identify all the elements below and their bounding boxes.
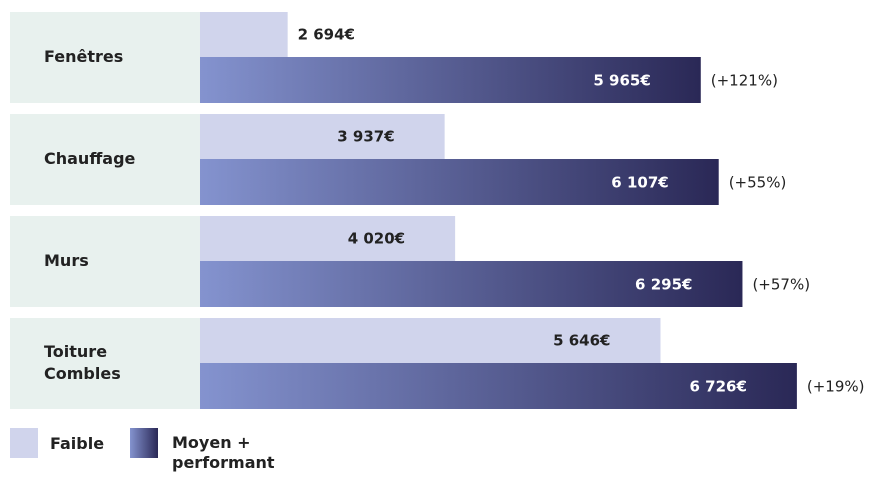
bar — [200, 159, 719, 205]
category-panel — [10, 318, 200, 409]
value-label: 5 965€ — [593, 72, 650, 90]
change-label: (+121%) — [711, 72, 778, 90]
change-label: (+55%) — [729, 174, 787, 192]
legend-swatch — [10, 428, 38, 458]
category-label: Murs — [44, 251, 89, 270]
change-label: (+19%) — [807, 378, 865, 396]
bar — [200, 363, 797, 409]
category-label: Toiture Combles — [44, 342, 121, 383]
bar — [200, 261, 743, 307]
bar — [200, 318, 661, 363]
bar — [200, 57, 701, 103]
legend-label: Moyen + performant — [172, 433, 275, 472]
change-label: (+57%) — [752, 276, 810, 294]
category-label: Fenêtres — [44, 47, 124, 66]
bar — [200, 12, 288, 57]
value-label: 2 694€ — [298, 26, 355, 44]
bar — [200, 216, 456, 261]
value-label: 6 295€ — [635, 276, 692, 294]
category-label: Chauffage — [44, 149, 136, 168]
legend-swatch — [130, 428, 158, 458]
category-panel — [10, 114, 200, 205]
bar — [200, 114, 445, 159]
value-label: 4 020€ — [348, 230, 405, 248]
category-panel — [10, 12, 200, 103]
value-label: 6 726€ — [689, 378, 746, 396]
value-label: 3 937€ — [337, 128, 394, 146]
category-panel — [10, 216, 200, 307]
legend-label: Faible — [50, 434, 105, 453]
value-label: 5 646€ — [553, 332, 610, 350]
value-label: 6 107€ — [611, 174, 668, 192]
